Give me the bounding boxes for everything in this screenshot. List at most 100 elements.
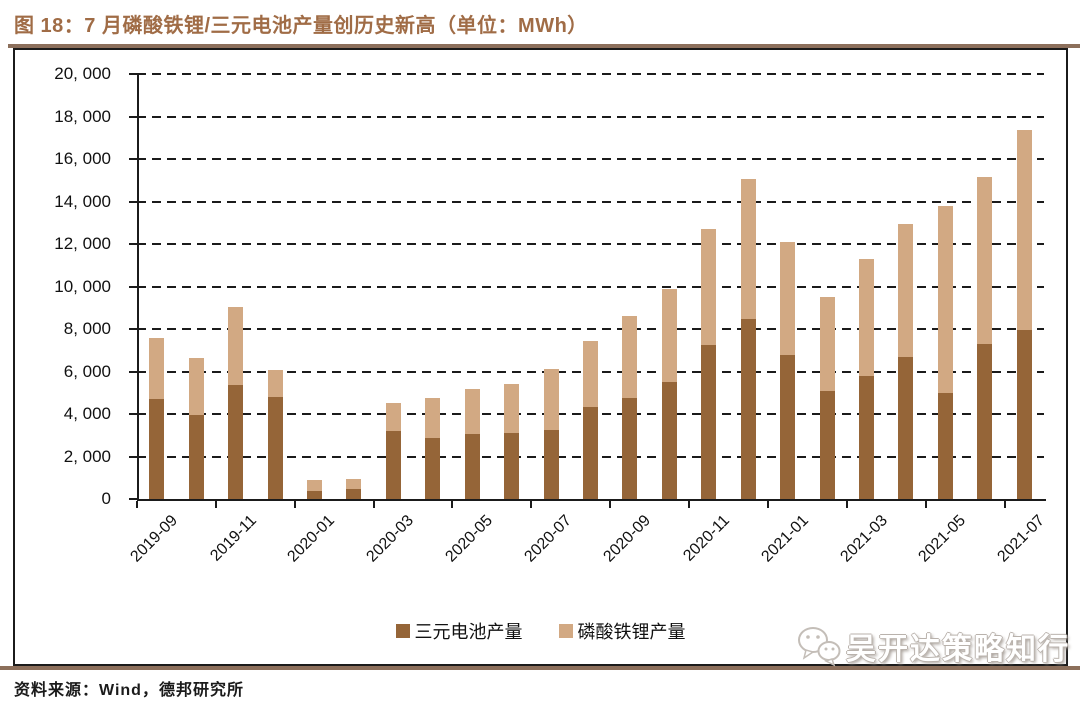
bar-segment-ternary <box>622 398 638 499</box>
x-axis-tick <box>293 501 296 508</box>
bar-segment-lfp <box>188 357 204 416</box>
y-gridline <box>137 328 1044 330</box>
bar-segment-lfp <box>346 479 362 490</box>
bar-segment-lfp <box>622 316 638 399</box>
y-axis-label: 10, 000 <box>54 276 111 296</box>
x-axis-tick <box>136 501 138 508</box>
bar-segment-ternary <box>188 415 204 499</box>
y-axis-line <box>137 74 139 501</box>
bar-segment-ternary <box>977 343 993 499</box>
legend-item-lfp: 磷酸铁锂产量 <box>558 618 686 644</box>
y-axis-tick <box>129 328 137 330</box>
x-axis-tick <box>530 501 533 508</box>
y-axis-label: 14, 000 <box>54 191 111 211</box>
ternary-color-swatch <box>395 624 410 638</box>
y-gridline <box>137 158 1044 160</box>
legend-label-ternary: 三元电池产量 <box>414 622 523 642</box>
y-axis-tick <box>129 498 137 500</box>
title-divider-rule <box>8 44 1080 48</box>
bar-segment-ternary <box>898 357 914 499</box>
y-axis-label: 4, 000 <box>63 404 111 423</box>
bar-segment-ternary <box>425 438 441 499</box>
bar-segment-lfp <box>228 306 244 386</box>
bar-segment-lfp <box>583 341 598 407</box>
y-gridline <box>137 243 1044 245</box>
bar-segment-lfp <box>780 241 796 355</box>
legend-label-lfp: 磷酸铁锂产量 <box>577 622 686 642</box>
bar-segment-ternary <box>385 431 401 499</box>
bar-segment-ternary <box>306 491 322 499</box>
bar-segment-ternary <box>859 376 875 499</box>
y-axis-tick <box>129 243 137 245</box>
y-axis-tick <box>129 285 137 288</box>
y-axis-tick <box>129 115 137 118</box>
bar-segment-lfp <box>385 403 401 431</box>
y-gridline <box>137 200 1044 203</box>
bar-segment-lfp <box>464 388 480 435</box>
x-axis-tick <box>451 501 454 508</box>
figure-title: 图 18：7 月磷酸铁锂/三元电池产量创历史新高（单位：MWh） <box>14 15 588 37</box>
bar-segment-ternary <box>740 318 756 499</box>
bar-segment-ternary <box>504 433 520 499</box>
bar-segment-ternary <box>228 385 244 499</box>
y-axis-label: 2, 000 <box>63 446 111 466</box>
bar-segment-lfp <box>937 205 953 393</box>
y-axis-tick <box>129 73 137 75</box>
bar-segment-ternary <box>464 434 480 499</box>
chart-area: 三元电池产量 磷酸铁锂产量 20, 000 18, 000 16, 000 14, 0… <box>13 48 1068 666</box>
bar-segment-lfp <box>740 179 756 319</box>
x-axis-tick <box>609 501 612 508</box>
chart-legend: 三元电池产量 磷酸铁锂产量 <box>15 618 1066 644</box>
y-axis-label: 6, 000 <box>63 361 111 381</box>
y-axis-tick <box>129 370 137 373</box>
y-axis-label: 0 <box>101 489 111 508</box>
bar-segment-ternary <box>701 344 717 499</box>
bar-segment-ternary <box>543 429 559 499</box>
bar-segment-ternary <box>149 399 165 499</box>
bar-segment-lfp <box>859 258 875 377</box>
bar-segment-lfp <box>661 288 677 383</box>
legend-item-ternary: 三元电池产量 <box>395 618 523 644</box>
y-gridline <box>137 285 1044 288</box>
bar-segment-ternary <box>661 382 677 499</box>
wechat-icon <box>796 625 842 667</box>
bar-segment-lfp <box>504 384 520 434</box>
y-axis-label: 8, 000 <box>63 319 111 338</box>
bar-segment-lfp <box>149 337 165 400</box>
x-axis-tick <box>766 501 769 508</box>
x-axis-tick <box>688 501 691 508</box>
bar-segment-lfp <box>425 398 441 438</box>
bottom-divider-rule <box>0 666 1080 670</box>
bar-segment-ternary <box>937 392 953 499</box>
bar-segment-ternary <box>780 354 796 499</box>
bar-segment-ternary <box>583 406 598 499</box>
bar-segment-lfp <box>898 223 914 358</box>
watermark-text: 吴开达策略知行 <box>846 633 1070 666</box>
bar-segment-lfp <box>701 228 717 345</box>
bar-segment-lfp <box>1016 129 1032 330</box>
y-axis-tick <box>129 455 137 458</box>
y-axis-tick <box>129 200 137 203</box>
y-axis-tick <box>129 158 137 160</box>
bar-segment-lfp <box>819 297 835 392</box>
y-axis-tick <box>129 413 137 415</box>
x-axis-tick <box>1003 501 1006 508</box>
bar-segment-lfp <box>306 480 322 492</box>
bar-segment-ternary <box>819 391 835 499</box>
bar-segment-ternary <box>267 397 283 499</box>
x-axis-tick <box>214 501 217 508</box>
source-note: 资料来源：Wind，德邦研究所 <box>14 682 244 699</box>
y-axis-label: 18, 000 <box>54 106 111 126</box>
bar-segment-ternary <box>1016 329 1032 499</box>
bar-segment-lfp <box>267 370 283 397</box>
y-gridline <box>137 115 1044 118</box>
x-axis-tick <box>924 501 927 508</box>
lfp-color-swatch <box>558 624 573 638</box>
bar-segment-ternary <box>346 489 362 499</box>
y-gridline <box>137 73 1044 75</box>
y-axis-label: 12, 000 <box>54 234 111 253</box>
y-axis-label: 16, 000 <box>54 149 111 168</box>
x-axis-tick <box>845 501 848 508</box>
x-axis-tick <box>372 501 375 508</box>
y-axis-label: 20, 000 <box>54 64 111 83</box>
